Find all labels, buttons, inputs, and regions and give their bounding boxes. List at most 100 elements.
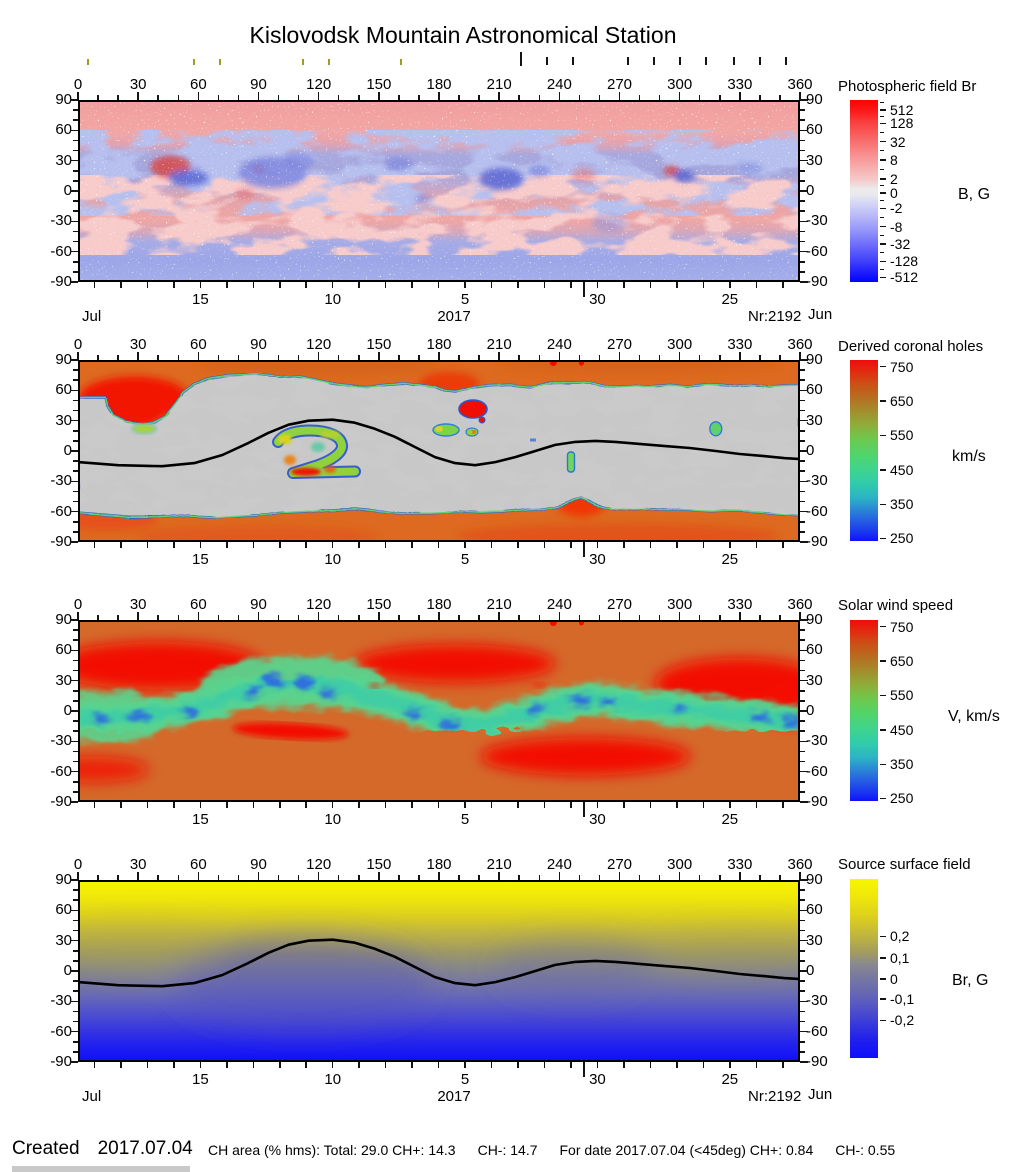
lon-tick [458, 875, 460, 880]
lat-tick [73, 889, 78, 891]
day-tick [358, 282, 360, 288]
lon-tick-label: 30 [129, 336, 147, 353]
cb-minor-tick [880, 102, 884, 104]
lat-tick-label: 0 [806, 182, 815, 199]
lon-tick [739, 92, 741, 100]
lat-tick-label: 30 [55, 671, 72, 689]
lon-tick [297, 615, 300, 620]
lat-tick [73, 490, 78, 493]
day-tick [252, 282, 255, 288]
lon-tick [97, 355, 99, 360]
lat-tick [73, 700, 78, 702]
cb-minor-tick [880, 168, 884, 170]
lat-tick-label: 0 [806, 962, 815, 979]
lat-tick-label: -90 [806, 1053, 828, 1070]
day-tick [702, 1062, 705, 1068]
lon-tick [638, 95, 641, 100]
lon-tick-label: 180 [426, 76, 452, 93]
day-tick [331, 802, 334, 808]
lat-tick [70, 939, 78, 942]
lat-tick [73, 1010, 78, 1013]
lon-tick [217, 875, 220, 880]
lon-tick [698, 615, 701, 620]
lon-tick-label: 300 [667, 336, 693, 353]
lat-tick [73, 210, 78, 212]
day-tick [702, 802, 705, 808]
day-tick [331, 282, 334, 288]
lat-tick [800, 271, 805, 273]
day-tick [173, 282, 175, 288]
lat-tick-label: 60 [806, 381, 823, 399]
day-tick [649, 802, 652, 808]
lat-tick [800, 750, 805, 753]
lat-tick [800, 1010, 805, 1013]
speckle-layer [78, 100, 800, 282]
solar-wind-speed-map [78, 620, 800, 802]
day-tick [543, 542, 546, 548]
lat-tick-label: 60 [806, 641, 823, 659]
lon-tick-label: 270 [606, 336, 633, 353]
day-tick [570, 802, 572, 808]
lon-tick [638, 355, 641, 360]
lon-tick [237, 615, 240, 620]
day-tick [729, 1062, 731, 1068]
lat-tick [70, 129, 78, 132]
lat-tick-label: -60 [50, 762, 72, 780]
lat-tick [800, 1000, 808, 1003]
lat-tick-label: -30 [50, 212, 72, 230]
lon-tick [277, 615, 280, 620]
year-label: 2017 [437, 1088, 471, 1105]
day-tick [331, 1062, 334, 1068]
lon-tick [358, 355, 360, 360]
lat-tick [800, 460, 805, 462]
day-tick [358, 542, 360, 548]
day-tick [517, 542, 519, 548]
day-tick [252, 1062, 255, 1068]
cb-tick [880, 998, 886, 1000]
lat-tick [70, 710, 78, 712]
lon-tick-label: 0 [73, 336, 83, 353]
lat-tick [73, 440, 78, 442]
lon-tick [117, 615, 119, 620]
lat-tick [73, 500, 78, 503]
lat-tick [800, 359, 808, 361]
lon-tick-label: 0 [73, 856, 83, 873]
lon-tick-label: 180 [426, 856, 452, 873]
lat-tick [800, 899, 805, 901]
lon-tick [658, 875, 661, 880]
lon-tick-label: 90 [250, 856, 267, 873]
day-tick [226, 802, 228, 808]
day-tick [676, 282, 678, 288]
lon-tick [438, 352, 440, 360]
lon-tick [177, 875, 180, 880]
cb-tick [880, 260, 886, 263]
lon-tick-label: 360 [787, 596, 813, 613]
day-label: 30 [589, 551, 606, 568]
lon-tick [739, 612, 741, 620]
day-tick [226, 542, 228, 548]
lat-tick [73, 1020, 78, 1023]
day-tick [517, 282, 519, 288]
day-tick [755, 542, 758, 548]
day-tick [649, 542, 652, 548]
day-tick [570, 542, 572, 548]
lat-tick [73, 170, 78, 172]
obs-tick-black [626, 57, 629, 65]
day-label: 15 [191, 1071, 209, 1088]
month-boundary-tick [583, 542, 585, 557]
lat-tick-label: 60 [55, 121, 72, 139]
lat-tick [800, 99, 808, 101]
lat-tick [73, 399, 78, 402]
lat-tick [73, 200, 78, 202]
day-tick [490, 282, 493, 288]
page-title: Kislovodsk Mountain Astronomical Station [249, 22, 677, 48]
lon-tick [257, 612, 260, 620]
day-tick [226, 1062, 228, 1068]
day-tick [279, 282, 281, 288]
day-tick [199, 1062, 202, 1068]
day-tick [120, 802, 122, 808]
month-left-label: Jul [82, 308, 102, 325]
day-tick [279, 802, 281, 808]
lat-tick [800, 190, 808, 192]
lon-tick [759, 355, 761, 360]
